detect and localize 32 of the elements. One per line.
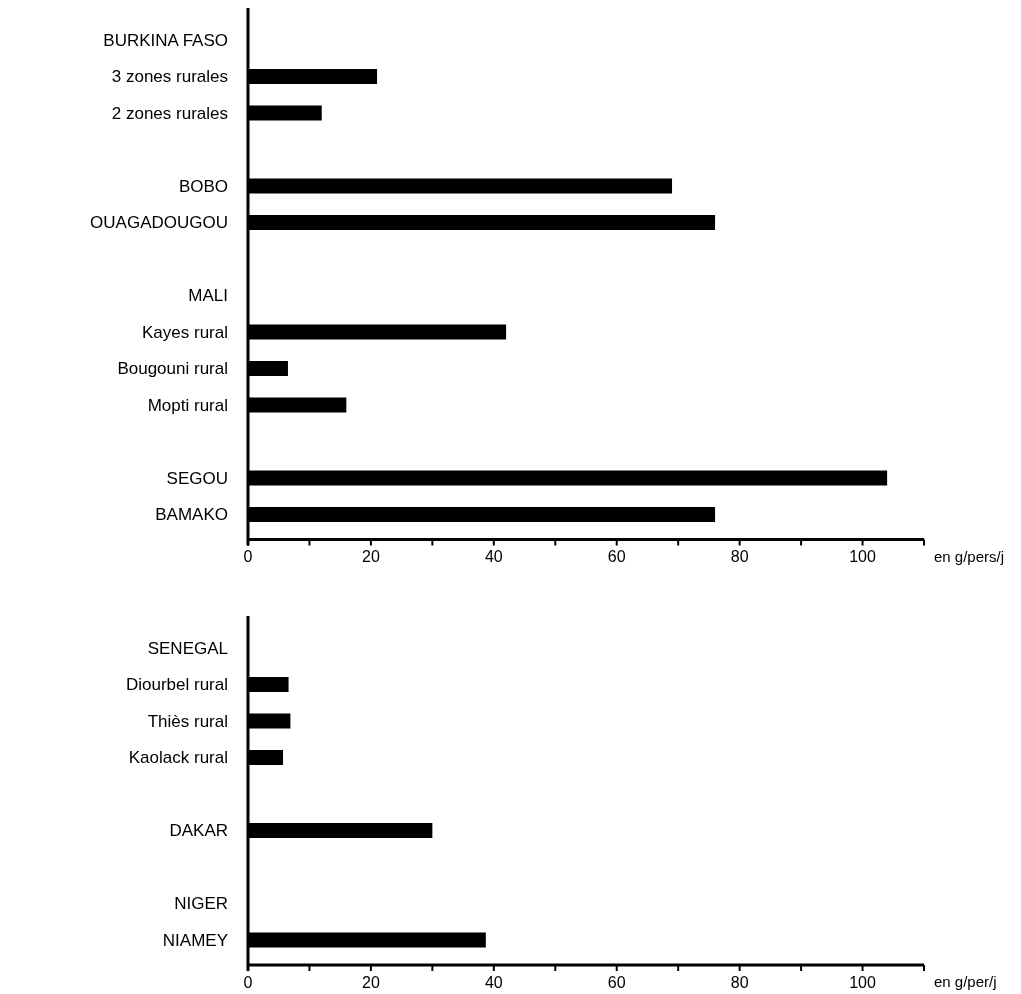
- x-tick-label: 60: [607, 548, 626, 566]
- y-tick-label: MALI: [188, 286, 228, 306]
- y-tick-label: Thiès rural: [147, 711, 228, 731]
- y-tick-label: BAMAKO: [155, 505, 228, 525]
- x-tick-label: 100: [849, 973, 876, 991]
- y-tick-label: 3 zones rurales: [111, 67, 228, 87]
- y-tick-label: 2 zones rurales: [111, 103, 228, 123]
- x-tick-label: 100: [849, 548, 876, 566]
- y-tick-label: Diourbel rural: [125, 675, 228, 695]
- x-tick-label: 20: [362, 548, 380, 566]
- y-tick-label: BURKINA FASO: [103, 30, 228, 50]
- x-tick-label: 60: [607, 973, 626, 991]
- y-tick-label: DAKAR: [169, 821, 228, 841]
- y-tick-label: Bougouni rural: [117, 359, 228, 379]
- x-tick-label: 0: [243, 548, 253, 566]
- x-tick-label: 20: [362, 973, 380, 991]
- y-tick-label: SENEGAL: [147, 638, 228, 658]
- y-tick-label: Kayes rural: [142, 322, 228, 342]
- y-tick-label: BOBO: [178, 176, 228, 196]
- x-tick-label: 0: [243, 973, 253, 991]
- x-tick-label: 80: [730, 973, 749, 991]
- y-tick-label: Mopti rural: [147, 395, 228, 415]
- y-tick-label: Kaolack rural: [128, 748, 228, 768]
- y-tick-label: SEGOU: [166, 468, 228, 488]
- y-tick-label: OUAGADOUGOU: [90, 213, 228, 233]
- x-tick-label: 40: [484, 973, 503, 991]
- x-tick-label: 40: [484, 548, 503, 566]
- y-tick-label: NIGER: [174, 894, 228, 914]
- x-tick-label: 80: [730, 548, 749, 566]
- x-axis-title: en g/per/j: [934, 973, 997, 991]
- x-axis-title: en g/pers/j: [934, 547, 1005, 565]
- y-tick-label: NIAMEY: [162, 930, 228, 950]
